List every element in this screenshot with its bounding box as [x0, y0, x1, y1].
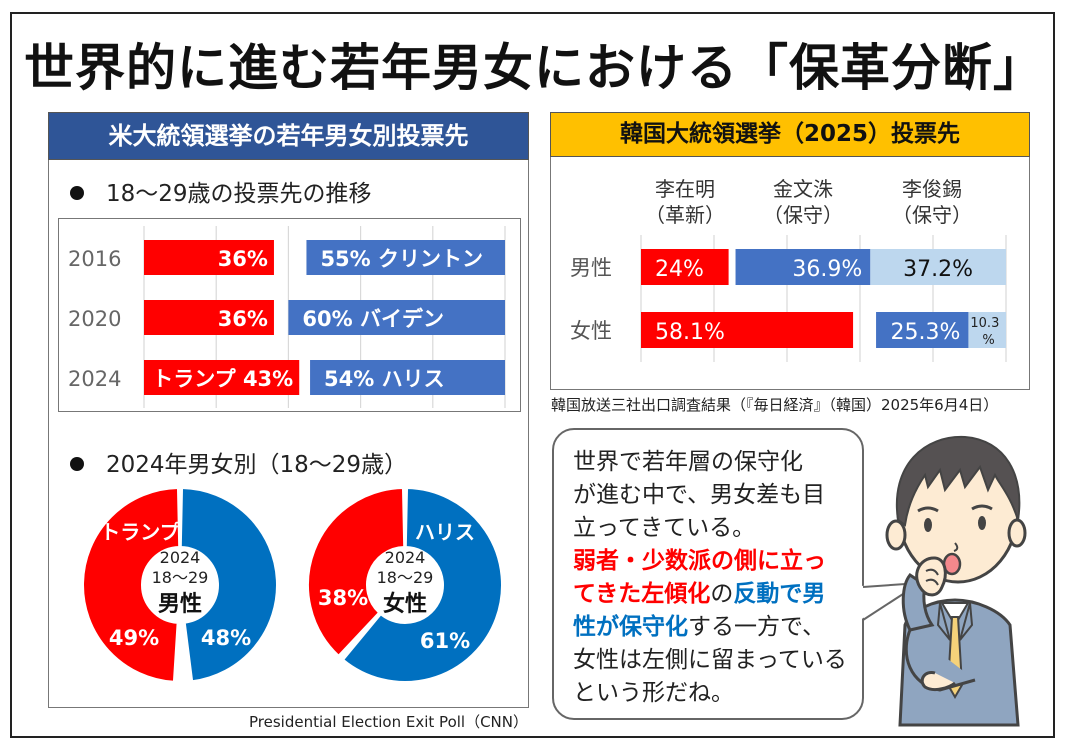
page-title: 世界的に進む若年男女における「保革分断」 — [24, 39, 1044, 97]
speech-bubble — [552, 428, 864, 720]
republican-bar-label: トランプ 43% — [152, 367, 293, 391]
trend-heading: 18〜29歳の投票先の推移 — [70, 174, 372, 208]
lee-junseok-bar — [870, 249, 1006, 285]
donut-center-gender: 女性 — [383, 591, 427, 617]
us-panel-header: 米大統領選挙の若年男女別投票先 — [48, 112, 529, 160]
year-label: 2016 — [68, 247, 121, 271]
eye — [924, 518, 932, 532]
bubble-text-span: の — [710, 581, 734, 607]
candidate-label: 李俊錫 （保守） — [877, 176, 987, 228]
donut-slice-harris — [179, 486, 278, 683]
candidate-label: 金文洙 （保守） — [748, 176, 858, 228]
bullet-icon — [70, 185, 84, 200]
kim-moonsoo-bar — [876, 312, 969, 348]
donut-center-year: 2024 — [160, 548, 201, 567]
bubble-text-span: する一方で、 — [688, 614, 826, 640]
donut-center-gender: 男性 — [158, 592, 202, 617]
trend-heading-text: 18〜29歳の投票先の推移 — [106, 181, 372, 207]
donut-segment-label: ハリス — [415, 520, 475, 544]
bubble-line: 性が保守化する一方で、 — [573, 611, 863, 644]
candidate-camp: （革新） — [645, 203, 725, 227]
highlight-red: てきた左傾化 — [573, 581, 711, 607]
republican-bar — [144, 360, 300, 395]
arm — [901, 572, 976, 692]
donut-hole — [143, 548, 217, 622]
candidate-camp: （保守） — [763, 203, 843, 227]
candidate-name: 李在明 — [655, 177, 715, 201]
us-source-note: Presidential Election Exit Poll（CNN） — [249, 713, 528, 731]
donut-slice-trump — [82, 486, 181, 683]
bubble-line: が進む中で、男女差も目 — [573, 482, 826, 508]
candidate-name: 李俊錫 — [902, 177, 962, 201]
bubble-line: という形だね。 — [573, 680, 734, 706]
year-label: 2020 — [68, 307, 121, 331]
kim-moonsoo-label: 25.3% — [891, 320, 961, 345]
bubble-line: 立ってきている。 — [573, 515, 756, 541]
donut-hole — [368, 548, 442, 622]
year-label: 2024 — [68, 367, 121, 391]
gender-row-label: 男性 — [570, 256, 612, 280]
kim-moonsoo-bar — [735, 249, 871, 285]
lee-jaemyung-label: 58.1% — [655, 320, 725, 345]
donut-value-label: 61% — [420, 629, 470, 653]
democrat-bar-label: 54% ハリス — [324, 367, 445, 391]
donut-value-label: 48% — [201, 626, 251, 650]
bubble-line: てきた左傾化の反動で男 — [573, 578, 863, 611]
candidate-camp: （保守） — [892, 203, 972, 227]
donut-slice-trump — [307, 486, 406, 658]
donut-segment-label: トランプ — [100, 520, 180, 544]
republican-bar-label: 36% — [218, 307, 268, 331]
bubble-line: 女性は左側に留まっている — [573, 647, 847, 673]
donut-value-label: 38% — [318, 586, 368, 610]
lee-junseok-label: 10.3 — [970, 316, 999, 331]
korea-panel-header: 韓国大統領選挙（2025）投票先 — [550, 112, 1030, 157]
us-trend-chart-box — [58, 218, 521, 412]
bubble-line-highlight: 弱者・少数派の側に立っ — [573, 548, 826, 574]
gender-heading: 2024年男女別（18〜29歳） — [70, 445, 407, 479]
donut-value-label: 49% — [109, 626, 159, 650]
donut-center-age: 18〜29 — [377, 568, 434, 587]
speech-bubble-text: 世界で若年層の保守化 が進む中で、男女差も目 立ってきている。 弱者・少数派の側… — [573, 446, 863, 710]
highlight-blue: 反動で男 — [733, 581, 826, 607]
democrat-bar-label: 55% クリントン — [320, 247, 483, 271]
democrat-bar — [288, 300, 505, 335]
donut-slice-harris — [341, 486, 503, 683]
republican-bar-label: 36% — [218, 247, 268, 271]
donut-center-age: 18〜29 — [152, 568, 209, 587]
kim-moonsoo-label: 36.9% — [792, 257, 862, 282]
candidate-name: 金文洙 — [773, 177, 833, 201]
head — [885, 435, 1027, 584]
republican-bar — [144, 300, 274, 335]
republican-bar — [144, 240, 274, 275]
democrat-bar — [306, 240, 505, 275]
bubble-line: 世界で若年層の保守化 — [573, 449, 803, 475]
outer-frame — [10, 12, 1055, 738]
lee-junseok-label: 37.2% — [903, 257, 973, 282]
highlight-blue: 性が保守化 — [573, 614, 688, 640]
gender-row-label: 女性 — [570, 319, 612, 343]
democrat-bar-label: 60% バイデン — [302, 307, 444, 331]
hand-on-chin — [915, 556, 947, 597]
businessman-illustration — [885, 435, 1027, 727]
lee-junseok-bar — [968, 312, 1006, 348]
lee-jaemyung-bar — [641, 312, 854, 348]
democrat-bar — [310, 360, 505, 395]
bullet-icon — [70, 456, 84, 471]
lee-jaemyung-label: 24% — [655, 257, 704, 282]
candidate-label: 李在明 （革新） — [630, 176, 740, 228]
eye — [978, 516, 986, 530]
gender-heading-text: 2024年男女別（18〜29歳） — [106, 452, 408, 478]
lee-junseok-label-percent: % — [982, 333, 994, 348]
korea-source-note: 韓国放送三社出口調査結果（『毎日経済』（韓国）2025年6月4日） — [551, 396, 999, 414]
lee-jaemyung-bar — [641, 249, 729, 285]
donut-center-year: 2024 — [385, 548, 426, 567]
